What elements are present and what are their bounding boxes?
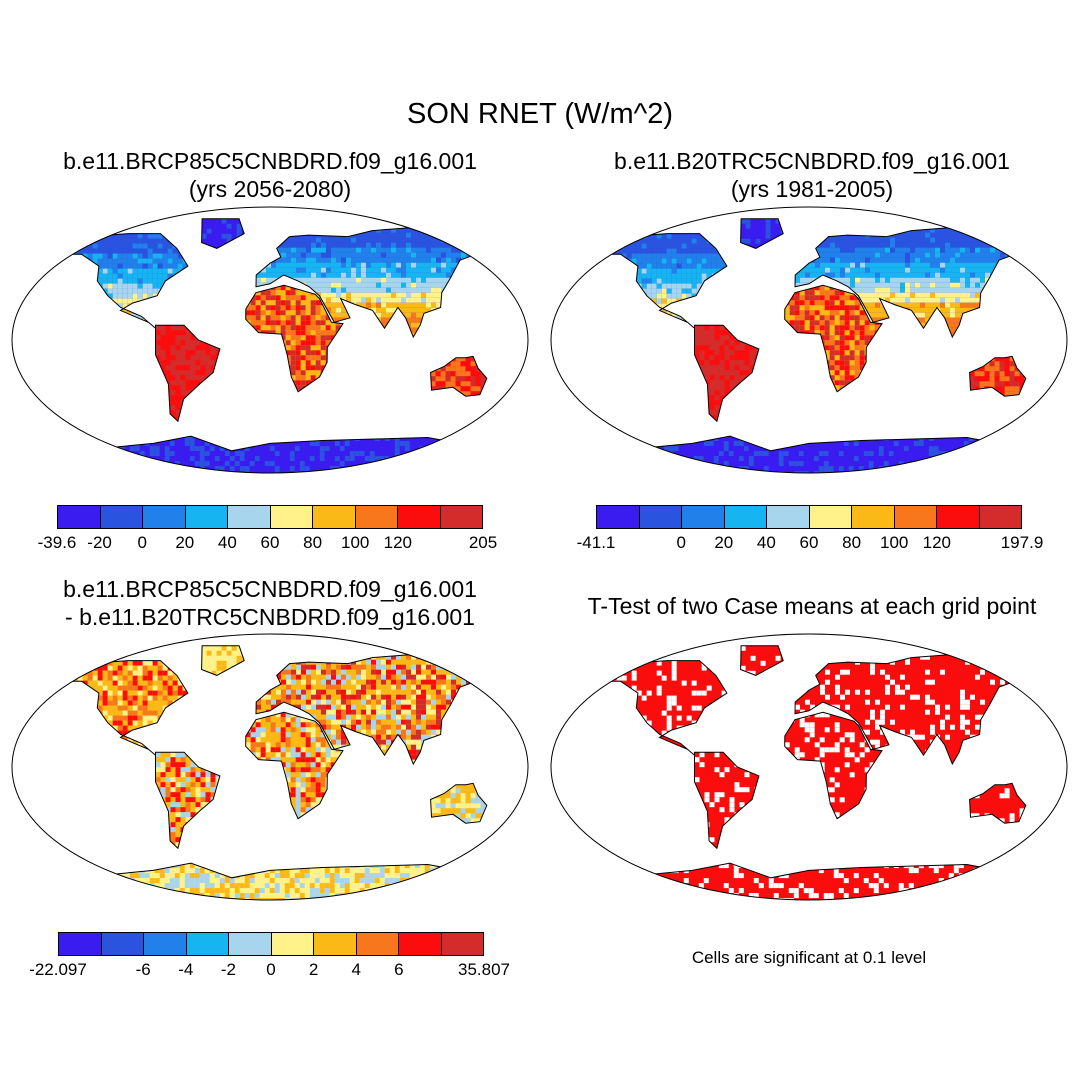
colorbar-label: -6 [135, 960, 151, 979]
colorbar-swatch [639, 506, 682, 528]
colorbar-swatch [58, 506, 101, 528]
colorbar-swatch [724, 506, 767, 528]
figure-title: SON RNET (W/m^2) [406, 98, 673, 130]
panel-1-title-line1: b.e11.BRCP85C5CNBDRD.f09_g16.001 [63, 148, 477, 174]
panel-4-map [550, 633, 1068, 901]
colorbar-swatch [355, 506, 398, 528]
colorbar-swatch [185, 506, 228, 528]
colorbar-label: -39.6 [37, 533, 77, 552]
panel-3-colorbar: -22.097 -6 -4 -2 0 2 4 6 35.807 [29, 932, 518, 979]
colorbar-swatch [398, 506, 441, 528]
panel-1-colorbar-labels: -39.6 -20 0 20 40 60 80 100 120 205 [38, 533, 517, 555]
continent-northAmerica [586, 233, 727, 329]
colorbar-label: 60 [799, 533, 819, 552]
colorbar-label: 40 [756, 533, 776, 552]
colorbar-label: 4 [351, 960, 361, 979]
panel-1-colorbar: -39.6 -20 0 20 40 60 80 100 120 205 [38, 505, 517, 552]
colorbar-label: 80 [303, 533, 323, 552]
colorbar-swatch [399, 933, 442, 955]
colorbar-label: 80 [842, 533, 862, 552]
colorbar-swatch [101, 933, 144, 955]
colorbar-label: 20 [175, 533, 195, 552]
continent-southAmerica [694, 752, 759, 849]
colorbar-label: 0 [137, 533, 147, 552]
colorbar-swatch [441, 933, 483, 955]
panel-2-map [550, 206, 1068, 474]
colorbar-label: 2 [308, 960, 319, 979]
panel-2-colorbar: -41.1 0 20 40 60 80 100 120 197.9 [577, 505, 1056, 552]
colorbar-swatch [440, 506, 482, 528]
continent-northAmerica [47, 233, 188, 329]
colorbar-label: 120 [383, 533, 412, 552]
panel-2-colorbar-boxes [596, 505, 1022, 529]
continent-southAmerica [155, 325, 220, 422]
colorbar-label: 40 [217, 533, 237, 552]
colorbar-swatch [314, 933, 357, 955]
map-border [11, 206, 529, 474]
colorbar-label: 35.807 [458, 960, 510, 979]
colorbar-swatch [767, 506, 810, 528]
colorbar-label: 60 [260, 533, 280, 552]
panel-3-title: b.e11.BRCP85C5CNBDRD.f09_g16.001 - b.e11… [10, 575, 530, 631]
colorbar-label: 100 [880, 533, 909, 552]
panel-4-title: T-Test of two Case means at each grid po… [552, 592, 1072, 620]
colorbar-swatch [894, 506, 937, 528]
colorbar-swatch [229, 933, 272, 955]
colorbar-label: -41.1 [576, 533, 616, 552]
panel-1-title: b.e11.BRCP85C5CNBDRD.f09_g16.001 (yrs 20… [10, 147, 530, 203]
panel-1-title-line2: (yrs 2056-2080) [188, 176, 352, 202]
panel-3-colorbar-labels: -22.097 -6 -4 -2 0 2 4 6 35.807 [29, 960, 518, 982]
panel-1-map [11, 206, 529, 474]
colorbar-label: 0 [266, 960, 276, 979]
panel-2-title-line2: (yrs 1981-2005) [730, 176, 894, 202]
colorbar-label: -4 [178, 960, 194, 979]
colorbar-label: 6 [394, 960, 404, 979]
colorbar-label: -22.097 [29, 960, 87, 979]
map-border [550, 633, 1068, 901]
continent-greenland [740, 645, 784, 676]
continent-southAmerica [155, 752, 220, 849]
colorbar-swatch [313, 506, 356, 528]
colorbar-swatch [979, 506, 1021, 528]
colorbar-swatch [852, 506, 895, 528]
continent-northAmerica [586, 660, 727, 756]
colorbar-swatch [186, 933, 229, 955]
colorbar-swatch [597, 506, 640, 528]
map-border [550, 206, 1068, 474]
panel-2-colorbar-labels: -41.1 0 20 40 60 80 100 120 197.9 [577, 533, 1056, 555]
colorbar-label: 120 [922, 533, 951, 552]
panel-3-title-line1: b.e11.BRCP85C5CNBDRD.f09_g16.001 [63, 576, 477, 602]
colorbar-swatch [809, 506, 852, 528]
map-border [11, 633, 529, 901]
panel-2-title: b.e11.B20TRC5CNBDRD.f09_g16.001 (yrs 198… [552, 147, 1072, 203]
panel-4-title-line1: T-Test of two Case means at each grid po… [587, 593, 1037, 619]
significance-note: Cells are significant at 0.1 level [691, 948, 927, 967]
colorbar-swatch [937, 506, 980, 528]
panel-3-colorbar-boxes [58, 932, 484, 956]
colorbar-label: -2 [220, 960, 236, 979]
colorbar-swatch [356, 933, 399, 955]
colorbar-label: 205 [468, 533, 498, 552]
colorbar-swatch [100, 506, 143, 528]
colorbar-swatch [270, 506, 313, 528]
colorbar-swatch [682, 506, 725, 528]
colorbar-swatch [143, 506, 186, 528]
colorbar-swatch [228, 506, 271, 528]
colorbar-label: 100 [341, 533, 370, 552]
continent-northAmerica [47, 660, 188, 756]
colorbar-label: 20 [714, 533, 734, 552]
panel-1-colorbar-boxes [57, 505, 483, 529]
continent-southAmerica [694, 325, 759, 422]
colorbar-label: 197.9 [1000, 533, 1044, 552]
colorbar-swatch [59, 933, 102, 955]
panel-3-map [11, 633, 529, 901]
colorbar-swatch [271, 933, 314, 955]
panel-2-title-line1: b.e11.B20TRC5CNBDRD.f09_g16.001 [614, 148, 1010, 174]
colorbar-label: 0 [676, 533, 686, 552]
colorbar-label: -20 [87, 533, 112, 552]
colorbar-swatch [144, 933, 187, 955]
panel-3-title-line2: - b.e11.B20TRC5CNBDRD.f09_g16.001 [65, 604, 475, 630]
